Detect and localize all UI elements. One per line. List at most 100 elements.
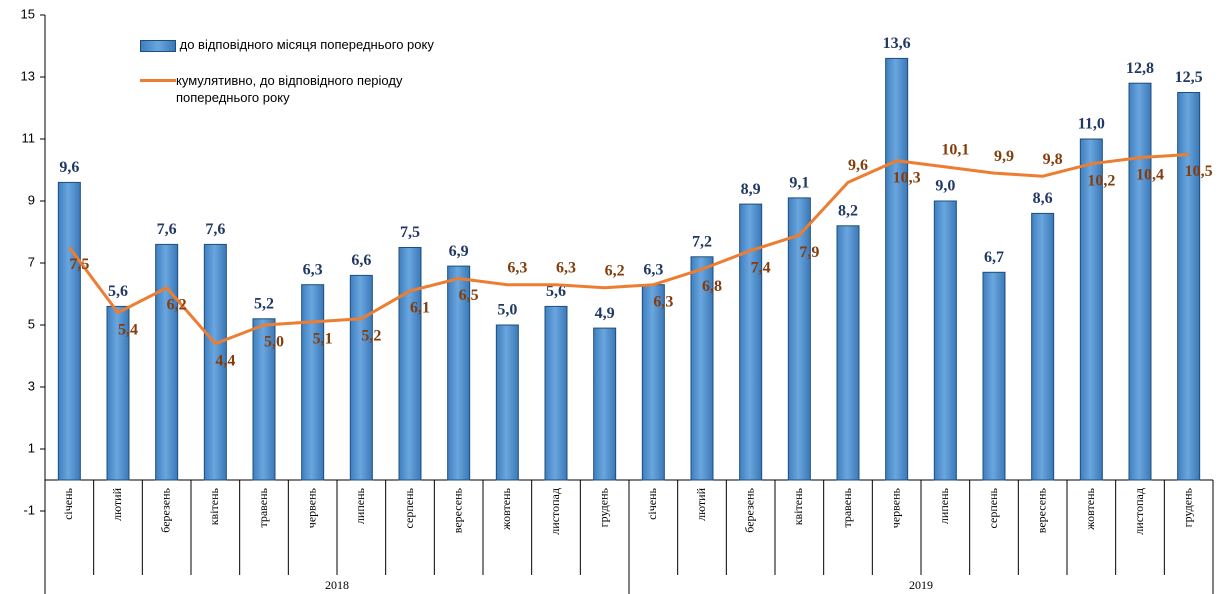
line-value-label: 7,5 xyxy=(69,256,89,273)
line-value-label: 6,3 xyxy=(556,259,576,276)
x-tick-label: січень xyxy=(61,487,75,519)
line-value-label: 6,5 xyxy=(459,287,479,304)
bar xyxy=(1128,82,1152,481)
bar xyxy=(1177,92,1201,481)
x-tick-label: березень xyxy=(158,487,172,532)
line-value-label: 6,1 xyxy=(410,300,430,317)
x-tick-label: травень xyxy=(256,487,270,527)
y-tick-label: 3 xyxy=(28,378,35,393)
bar xyxy=(690,256,714,481)
x-tick-label: червень xyxy=(888,487,902,528)
bar xyxy=(982,271,1006,481)
bar-value-label: 13,6 xyxy=(883,35,911,52)
line-value-label: 6,3 xyxy=(653,293,673,310)
bar xyxy=(739,203,763,481)
y-tick-label: 1 xyxy=(28,440,35,455)
legend-item: до відповідного місяця попереднього року xyxy=(140,36,434,53)
bar-value-label: 6,7 xyxy=(984,249,1004,266)
line-value-label: 9,8 xyxy=(1043,151,1063,168)
y-tick-label: 13 xyxy=(21,68,35,83)
year-label: 2019 xyxy=(909,578,933,592)
x-tick-label: листопад xyxy=(1132,488,1146,535)
bar-value-label: 6,3 xyxy=(303,261,323,278)
bar xyxy=(447,265,471,481)
y-tick-label: 5 xyxy=(28,316,35,331)
bar xyxy=(57,181,81,481)
x-tick-label: травень xyxy=(840,487,854,527)
bar xyxy=(106,305,130,481)
x-tick-label: вересень xyxy=(1034,487,1048,533)
bar-value-label: 12,5 xyxy=(1175,69,1203,86)
x-tick-label: жовтень xyxy=(499,487,513,530)
line-value-label: 10,3 xyxy=(893,169,921,186)
bar-value-label: 6,3 xyxy=(643,261,663,278)
legend-label: до відповідного місяця попереднього року xyxy=(179,37,434,52)
bar xyxy=(1031,212,1055,481)
bar xyxy=(252,318,276,481)
bar-value-label: 8,9 xyxy=(741,181,761,198)
line xyxy=(68,153,1189,346)
line-value-label: 6,2 xyxy=(167,296,187,313)
y-tick-label: 7 xyxy=(28,254,35,269)
line-value-label: 5,1 xyxy=(313,331,333,348)
bar xyxy=(593,327,617,481)
line-value-label: 9,6 xyxy=(848,157,868,174)
y-tick-label: 9 xyxy=(28,192,35,207)
x-tick-label: березень xyxy=(742,487,756,532)
bar-value-label: 5,2 xyxy=(254,295,274,312)
x-tick-label: квітень xyxy=(791,487,805,525)
line-value-label: 7,4 xyxy=(751,259,771,276)
year-label: 2018 xyxy=(325,578,349,592)
bar xyxy=(787,197,811,481)
line-value-label: 10,2 xyxy=(1087,172,1115,189)
bar xyxy=(398,247,422,481)
x-tick-label: серпень xyxy=(402,487,416,528)
x-tick-label: липень xyxy=(937,487,951,524)
line-value-label: 5,4 xyxy=(118,321,138,338)
bar xyxy=(301,284,325,481)
legend-item: кумулятивно, до відповідного періоду поп… xyxy=(140,72,480,106)
x-tick-label: червень xyxy=(304,487,318,528)
bar xyxy=(544,305,568,481)
bar-value-label: 9,1 xyxy=(789,175,809,192)
legend-label: кумулятивно, до відповідного періоду поп… xyxy=(176,73,403,105)
bar-value-label: 5,6 xyxy=(108,283,128,300)
legend-swatch xyxy=(140,79,176,82)
line-value-label: 10,5 xyxy=(1185,163,1213,180)
line-value-label: 6,3 xyxy=(507,259,527,276)
bar xyxy=(1079,138,1103,481)
x-tick-label: листопад xyxy=(548,488,562,535)
bar-value-label: 8,2 xyxy=(838,202,858,219)
legend-swatch xyxy=(140,39,176,52)
bar xyxy=(495,324,519,481)
bar-value-label: 7,2 xyxy=(692,233,712,250)
bar-value-label: 9,0 xyxy=(935,178,955,195)
y-tick-label: 15 xyxy=(21,6,35,21)
x-tick-label: лютий xyxy=(694,487,708,520)
bar-value-label: 9,6 xyxy=(59,159,79,176)
bar xyxy=(641,284,665,481)
bar xyxy=(349,274,373,481)
line-value-label: 4,4 xyxy=(215,352,235,369)
bar xyxy=(836,225,860,481)
x-tick-label: грудень xyxy=(1180,487,1194,527)
bar-value-label: 6,6 xyxy=(351,252,371,269)
bar-value-label: 4,9 xyxy=(595,305,615,322)
bar-value-label: 7,5 xyxy=(400,224,420,241)
line-value-label: 9,9 xyxy=(994,148,1014,165)
line-value-label: 6,2 xyxy=(605,262,625,279)
bar-value-label: 7,6 xyxy=(205,221,225,238)
x-tick-label: січень xyxy=(645,487,659,519)
line-value-label: 5,2 xyxy=(361,327,381,344)
line-value-label: 6,8 xyxy=(702,278,722,295)
bar-value-label: 11,0 xyxy=(1078,116,1105,133)
line-value-label: 10,1 xyxy=(941,142,969,159)
bar-value-label: 8,6 xyxy=(1033,190,1053,207)
bar xyxy=(885,57,909,481)
bar xyxy=(203,243,227,481)
x-tick-label: лютий xyxy=(110,487,124,520)
bar-value-label: 5,6 xyxy=(546,283,566,300)
bar xyxy=(155,243,179,481)
